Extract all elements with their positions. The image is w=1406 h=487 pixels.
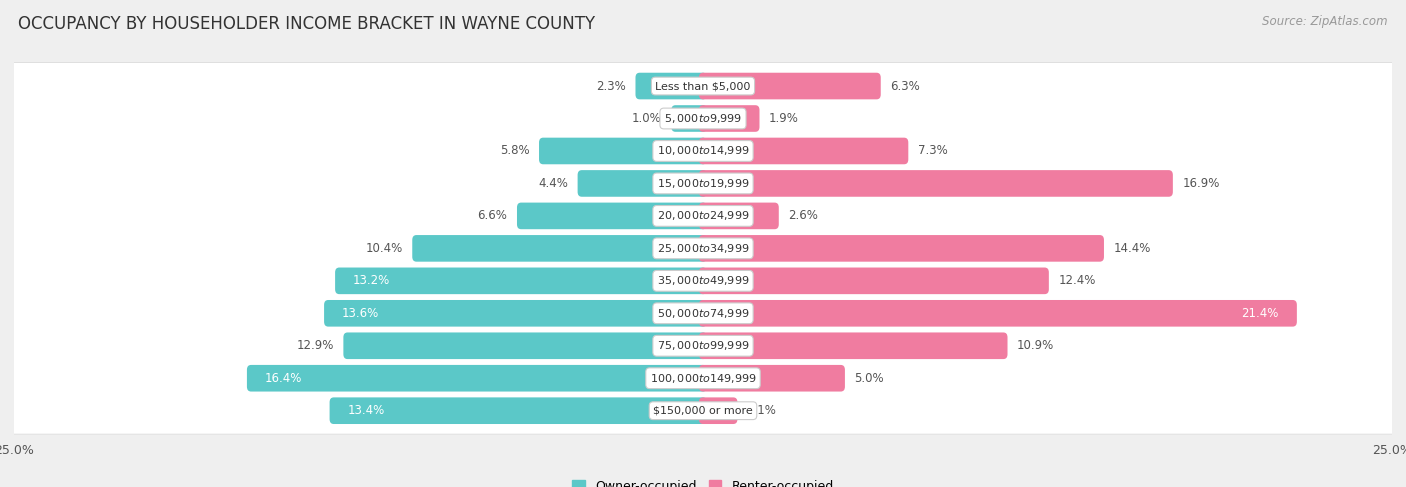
Legend: Owner-occupied, Renter-occupied: Owner-occupied, Renter-occupied: [572, 480, 834, 487]
FancyBboxPatch shape: [6, 95, 1400, 142]
FancyBboxPatch shape: [6, 225, 1400, 272]
FancyBboxPatch shape: [6, 257, 1400, 304]
FancyBboxPatch shape: [578, 170, 707, 197]
Text: 13.6%: 13.6%: [342, 307, 380, 320]
Text: 10.9%: 10.9%: [1017, 339, 1054, 352]
FancyBboxPatch shape: [699, 203, 779, 229]
Text: 5.8%: 5.8%: [499, 145, 530, 157]
Text: 16.4%: 16.4%: [264, 372, 302, 385]
Text: $15,000 to $19,999: $15,000 to $19,999: [657, 177, 749, 190]
Text: 12.4%: 12.4%: [1059, 274, 1095, 287]
Text: 6.3%: 6.3%: [890, 79, 920, 93]
Text: 4.4%: 4.4%: [538, 177, 568, 190]
FancyBboxPatch shape: [247, 365, 707, 392]
FancyBboxPatch shape: [6, 193, 1400, 239]
FancyBboxPatch shape: [6, 387, 1400, 434]
FancyBboxPatch shape: [699, 333, 1008, 359]
FancyBboxPatch shape: [329, 397, 707, 424]
Text: 1.1%: 1.1%: [747, 404, 778, 417]
Text: 14.4%: 14.4%: [1114, 242, 1152, 255]
Text: 5.0%: 5.0%: [855, 372, 884, 385]
FancyBboxPatch shape: [6, 127, 1400, 175]
Text: $20,000 to $24,999: $20,000 to $24,999: [657, 209, 749, 223]
FancyBboxPatch shape: [6, 192, 1400, 240]
FancyBboxPatch shape: [6, 290, 1400, 337]
FancyBboxPatch shape: [6, 63, 1400, 109]
FancyBboxPatch shape: [6, 62, 1400, 110]
Text: 13.2%: 13.2%: [353, 274, 391, 287]
FancyBboxPatch shape: [699, 138, 908, 164]
FancyBboxPatch shape: [699, 73, 880, 99]
FancyBboxPatch shape: [636, 73, 707, 99]
FancyBboxPatch shape: [671, 105, 707, 132]
Text: $150,000 or more: $150,000 or more: [654, 406, 752, 416]
FancyBboxPatch shape: [6, 258, 1400, 304]
FancyBboxPatch shape: [6, 322, 1400, 370]
Text: Source: ZipAtlas.com: Source: ZipAtlas.com: [1263, 15, 1388, 28]
Text: $100,000 to $149,999: $100,000 to $149,999: [650, 372, 756, 385]
Text: 7.3%: 7.3%: [918, 145, 948, 157]
FancyBboxPatch shape: [699, 170, 1173, 197]
FancyBboxPatch shape: [343, 333, 707, 359]
Text: 16.9%: 16.9%: [1182, 177, 1220, 190]
Text: $25,000 to $34,999: $25,000 to $34,999: [657, 242, 749, 255]
FancyBboxPatch shape: [6, 225, 1400, 271]
Text: 2.6%: 2.6%: [789, 209, 818, 223]
FancyBboxPatch shape: [335, 267, 707, 294]
Text: $10,000 to $14,999: $10,000 to $14,999: [657, 145, 749, 157]
Text: 21.4%: 21.4%: [1241, 307, 1279, 320]
Text: $50,000 to $74,999: $50,000 to $74,999: [657, 307, 749, 320]
FancyBboxPatch shape: [6, 355, 1400, 401]
FancyBboxPatch shape: [6, 290, 1400, 337]
Text: $5,000 to $9,999: $5,000 to $9,999: [664, 112, 742, 125]
Text: OCCUPANCY BY HOUSEHOLDER INCOME BRACKET IN WAYNE COUNTY: OCCUPANCY BY HOUSEHOLDER INCOME BRACKET …: [18, 15, 595, 33]
FancyBboxPatch shape: [6, 323, 1400, 369]
FancyBboxPatch shape: [323, 300, 707, 327]
FancyBboxPatch shape: [412, 235, 707, 262]
Text: 1.9%: 1.9%: [769, 112, 799, 125]
FancyBboxPatch shape: [699, 105, 759, 132]
Text: 10.4%: 10.4%: [366, 242, 402, 255]
FancyBboxPatch shape: [6, 128, 1400, 174]
FancyBboxPatch shape: [699, 397, 738, 424]
Text: $75,000 to $99,999: $75,000 to $99,999: [657, 339, 749, 352]
Text: 2.3%: 2.3%: [596, 79, 626, 93]
FancyBboxPatch shape: [699, 235, 1104, 262]
Text: 13.4%: 13.4%: [347, 404, 385, 417]
FancyBboxPatch shape: [6, 355, 1400, 402]
Text: 12.9%: 12.9%: [297, 339, 333, 352]
FancyBboxPatch shape: [699, 267, 1049, 294]
FancyBboxPatch shape: [538, 138, 707, 164]
FancyBboxPatch shape: [699, 365, 845, 392]
FancyBboxPatch shape: [517, 203, 707, 229]
FancyBboxPatch shape: [6, 160, 1400, 206]
FancyBboxPatch shape: [6, 95, 1400, 142]
Text: 6.6%: 6.6%: [478, 209, 508, 223]
Text: 1.0%: 1.0%: [631, 112, 662, 125]
Text: Less than $5,000: Less than $5,000: [655, 81, 751, 91]
FancyBboxPatch shape: [6, 160, 1400, 207]
FancyBboxPatch shape: [6, 388, 1400, 434]
Text: $35,000 to $49,999: $35,000 to $49,999: [657, 274, 749, 287]
FancyBboxPatch shape: [699, 300, 1296, 327]
